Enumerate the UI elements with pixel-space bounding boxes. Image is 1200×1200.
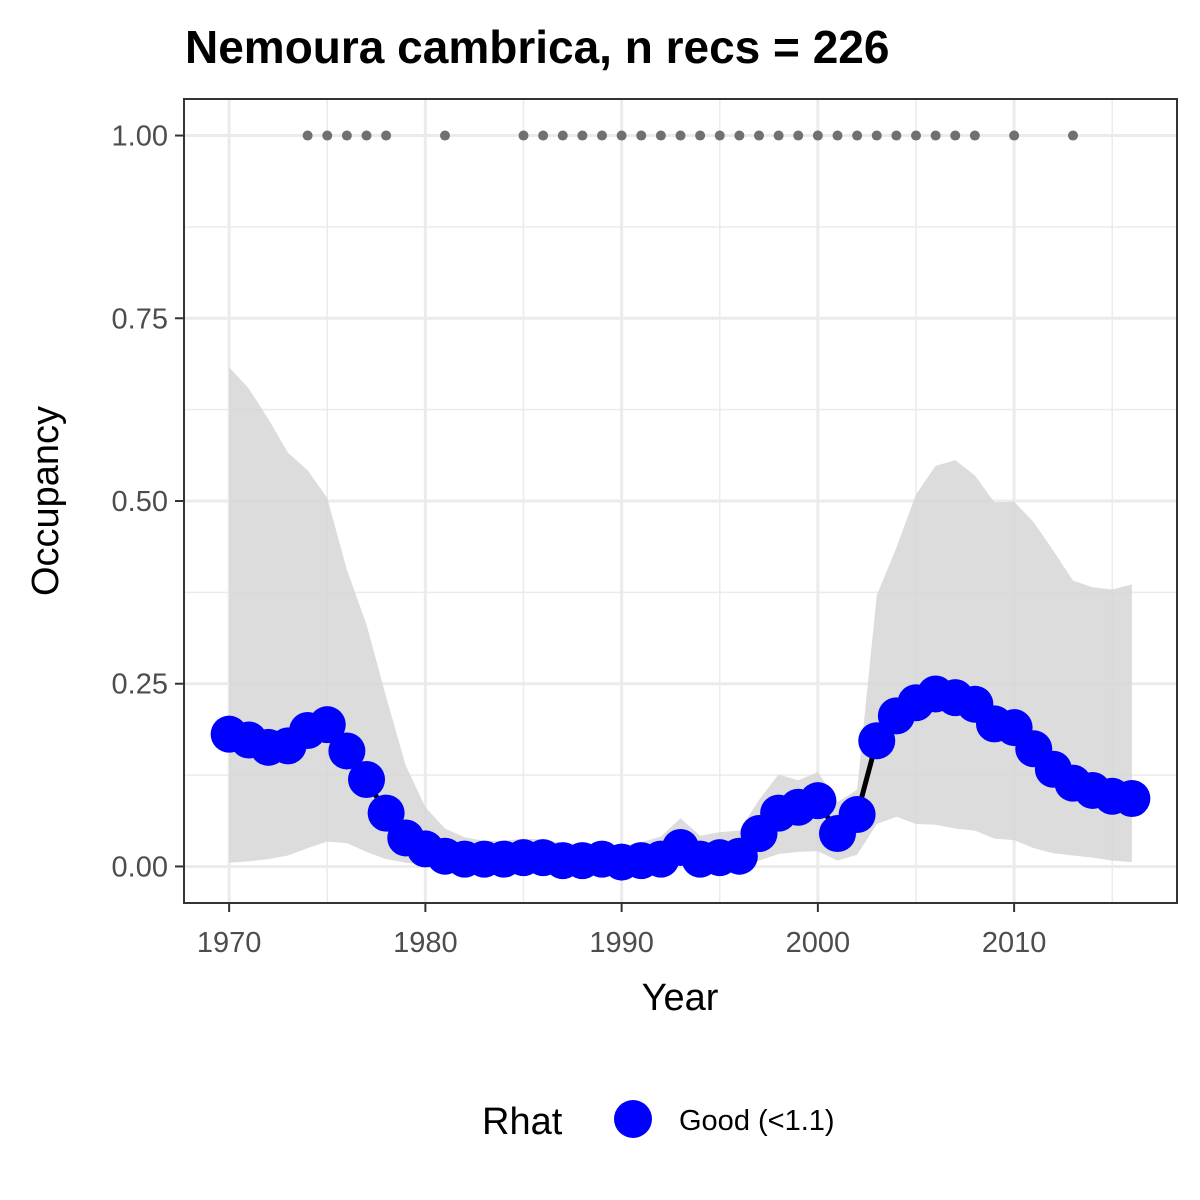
chart-title: Nemoura cambrica, n recs = 226 [185, 21, 889, 73]
credible-interval-layer [229, 367, 1132, 866]
x-tick-label: 2010 [982, 927, 1047, 959]
x-tick-label: 2000 [786, 927, 851, 959]
record-point [518, 130, 529, 141]
y-axis-title: Occupancy [25, 406, 67, 596]
x-axis-title: Year [642, 977, 719, 1019]
record-point [675, 130, 686, 141]
record-point [950, 130, 961, 141]
record-point [852, 130, 863, 141]
record-point [793, 130, 804, 141]
x-axis: 1970 1980 1990 2000 2010 [197, 903, 1046, 959]
record-point [695, 130, 706, 141]
record-point [636, 130, 647, 141]
x-tick-label: 1990 [589, 927, 654, 959]
record-point [381, 130, 392, 141]
legend-label-good: Good (<1.1) [679, 1105, 835, 1137]
occupancy-point [1113, 779, 1151, 817]
record-point [557, 130, 568, 141]
record-point [597, 130, 607, 141]
y-tick-label: 0.00 [112, 851, 168, 883]
record-point [832, 130, 843, 141]
occupancy-point [348, 760, 386, 798]
y-axis: 0.00 0.25 0.50 0.75 1.00 [112, 121, 184, 883]
record-point [734, 130, 745, 141]
legend-key-good [614, 1100, 652, 1138]
record-point [1009, 130, 1020, 141]
y-tick-label: 0.50 [112, 486, 168, 518]
record-point [440, 130, 451, 141]
y-tick-label: 0.75 [112, 303, 168, 335]
record-point [812, 130, 823, 141]
record-point [616, 130, 627, 141]
record-point [1067, 130, 1078, 141]
x-tick-label: 1980 [393, 927, 458, 959]
record-point [302, 130, 313, 141]
record-point [969, 130, 980, 141]
occupancy-points-layer [210, 675, 1151, 881]
record-point [577, 130, 588, 141]
record-point [655, 130, 666, 141]
credible-interval-ribbon [229, 367, 1132, 866]
record-point [341, 130, 352, 141]
occupancy-point [799, 782, 837, 820]
legend: Rhat Good (<1.1) [482, 1100, 835, 1143]
record-point [322, 130, 333, 141]
y-tick-label: 1.00 [112, 121, 168, 153]
x-tick-label: 1970 [197, 927, 262, 959]
occupancy-point [308, 706, 346, 744]
record-point [871, 130, 882, 141]
occupancy-point [838, 796, 876, 834]
occupancy-point [367, 794, 405, 832]
record-point [361, 130, 372, 141]
occupancy-point [858, 722, 896, 760]
record-point [714, 130, 725, 141]
record-point [910, 130, 921, 141]
occupancy-point [328, 732, 366, 770]
y-tick-label: 0.25 [112, 669, 168, 701]
record-point [930, 130, 941, 141]
legend-title: Rhat [482, 1101, 563, 1143]
record-point [891, 130, 902, 141]
record-point [538, 130, 549, 141]
record-point [754, 130, 764, 141]
record-point [773, 130, 784, 141]
record-years-layer [302, 130, 1078, 141]
